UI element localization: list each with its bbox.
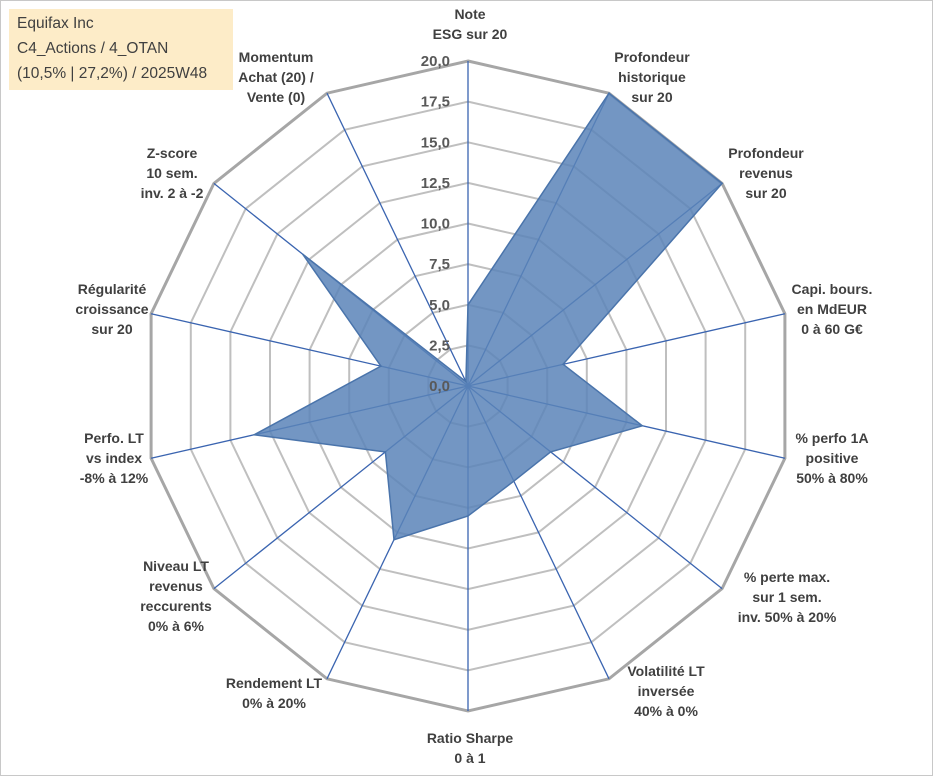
category-label-line: % perfo 1A [795,430,868,446]
category-label-line: inv. 50% à 20% [738,609,837,625]
category-label-line: Rendement LT [226,675,323,691]
category-label-line: revenus [739,165,793,181]
category-label-line: sur 20 [631,89,672,105]
category-label-line: Momentum [239,49,314,65]
tick-label: 17,5 [421,94,450,111]
category-label-line: Profondeur [614,49,690,65]
category-label-line: inv. 2 à -2 [141,185,204,201]
tick-label: 5,0 [429,297,450,314]
radial-tick-labels: 0,0 2,5 5,0 7,5 10,0 12,5 15,0 17,5 20,0 [421,53,450,395]
tick-label: 2,5 [429,337,450,354]
category-labels: Note ESG sur 20 Profondeur historique sur 20… [75,6,872,766]
tick-label: 15,0 [421,134,450,151]
category-label: Profondeur revenus sur 20 [728,145,804,201]
category-label-line: revenus [149,578,203,594]
tick-label: 7,5 [429,256,450,273]
category-label-line: % perte max. [744,569,830,585]
category-label-line: historique [618,69,686,85]
category-label: Capi. bours. en MdEUR 0 à 60 G€ [792,281,873,337]
category-label-line: sur 20 [745,185,786,201]
category-label-line: 40% à 0% [634,703,698,719]
category-label: Perfo. LT vs index -8% à 12% [80,430,149,486]
title-box: Equifax Inc C4_Actions / 4_OTAN (10,5% |… [9,9,233,90]
title-company: Equifax Inc [17,15,94,32]
category-label: % perte max. sur 1 sem. inv. 50% à 20% [738,569,837,625]
category-label-line: 0 à 60 G€ [801,321,863,337]
category-label-line: -8% à 12% [80,470,149,486]
category-label-line: sur 20 [91,321,132,337]
title-category: C4_Actions / 4_OTAN [17,40,169,57]
series-point [384,451,387,453]
category-label-line: reccurents [140,598,212,614]
series-point [513,480,515,483]
category-label-line: Capi. bours. [792,281,873,297]
category-label-line: inversée [638,683,695,699]
category-label-line: ESG sur 20 [433,26,508,42]
category-label: Z-score 10 sem. inv. 2 à -2 [141,145,204,201]
category-label: Volatilité LT inversée 40% à 0% [627,663,705,719]
category-label-line: 10 sem. [146,165,197,181]
radar-series [251,92,724,541]
category-label: Profondeur historique sur 20 [614,49,690,105]
category-label-line: Perfo. LT [84,430,144,446]
category-label-line: Niveau LT [143,558,209,574]
category-label-line: 0% à 20% [242,695,306,711]
category-label-line: positive [806,450,859,466]
series-point [562,363,564,366]
series-point [393,538,395,541]
series-point [302,253,304,256]
series-point [465,380,467,383]
category-label-line: Régularité [78,281,147,297]
category-label-line: Vente (0) [247,89,305,105]
tick-label: 20,0 [421,53,450,70]
series-point [253,434,255,436]
series-point [467,304,469,306]
series-point [641,425,644,427]
category-label-line: 0 à 1 [454,750,485,766]
category-label-line: Ratio Sharpe [427,730,514,746]
category-label: Régularité croissance sur 20 [75,281,148,337]
series-point [721,182,723,185]
category-label: Note ESG sur 20 [433,6,508,42]
radar-spoke [326,92,469,387]
category-label-line: en MdEUR [797,301,867,317]
category-label-line: 0% à 6% [148,618,205,634]
series-point [380,365,382,367]
category-label: Ratio Sharpe 0 à 1 [427,730,514,766]
title-period: (10,5% | 27,2%) / 2025W48 [17,65,208,82]
tick-label: 0,0 [429,378,450,395]
category-label-line: 50% à 80% [796,470,868,486]
tick-label: 12,5 [421,175,450,192]
series-point [608,92,610,94]
category-label: Momentum Achat (20) / Vente (0) [238,49,314,105]
category-label: Rendement LT 0% à 20% [226,675,323,711]
category-label-line: Z-score [147,145,198,161]
category-label-line: Profondeur [728,145,804,161]
tick-label: 10,0 [421,216,450,233]
category-label: Niveau LT revenus reccurents 0% à 6% [140,558,212,634]
category-label-line: Volatilité LT [627,663,705,679]
series-point [549,451,552,453]
category-label-line: Achat (20) / [238,69,314,85]
category-label-line: sur 1 sem. [752,589,821,605]
series-area [251,92,724,541]
category-label-line: vs index [86,450,142,466]
category-label: % perfo 1A positive 50% à 80% [795,430,868,486]
category-label-line: Note [454,6,485,22]
category-label-line: croissance [75,301,148,317]
series-point [467,515,469,517]
